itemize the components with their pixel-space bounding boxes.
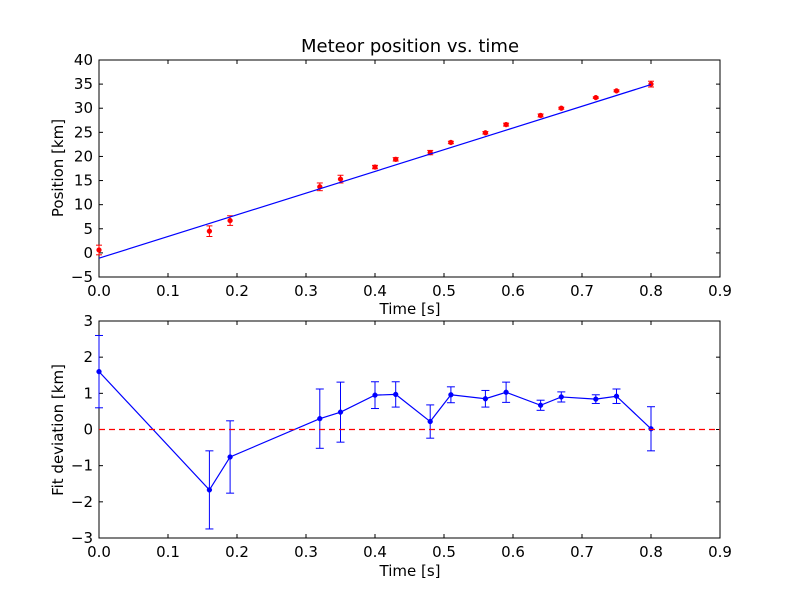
x-tick-label: 0.2 <box>225 543 249 561</box>
x-tick-label: 0.0 <box>87 282 111 300</box>
x-tick-label: 0.8 <box>639 543 663 561</box>
data-point <box>372 164 378 170</box>
data-point <box>648 81 654 87</box>
data-point <box>558 394 564 400</box>
x-tick-label: 0.9 <box>708 282 732 300</box>
data-point <box>206 228 213 234</box>
x-tick-label: 0.3 <box>294 543 318 561</box>
y-tick-label: −3 <box>71 529 93 547</box>
y-tick-label: 35 <box>74 75 93 93</box>
data-point <box>613 393 620 399</box>
x-tick-label: 0.6 <box>501 282 525 300</box>
axis-ticks: 0.0 0.1 0.2 0.3 0.4 0.5 0.6 0.7 0.8 0.9 −5 0 5 10 15 20… <box>71 51 732 300</box>
x-tick-label: 0.2 <box>225 282 249 300</box>
y-tick-label: 0 <box>83 244 93 262</box>
x-tick-label: 0.7 <box>570 543 594 561</box>
y-tick-label: −2 <box>71 493 93 511</box>
axis-ticks: 0.0 0.1 0.2 0.3 0.4 0.5 0.6 0.7 0.8 0.9 −3 −2 −1 0 1 2 3 <box>71 312 732 561</box>
data-point <box>227 217 233 224</box>
x-tick-label: 0.5 <box>432 543 456 561</box>
y-tick-label: 10 <box>74 196 93 214</box>
x-tick-label: 0.5 <box>432 282 456 300</box>
data-point <box>503 389 509 395</box>
y-tick-label: −5 <box>71 268 93 286</box>
x-tick-label: 0.4 <box>363 543 387 561</box>
y-tick-label: 20 <box>74 147 93 165</box>
x-axis-label: Time [s] <box>379 562 441 580</box>
data-point <box>503 121 509 128</box>
y-tick-label: 25 <box>74 123 93 141</box>
data-point <box>537 112 544 119</box>
data-point <box>337 176 344 182</box>
data-point <box>482 130 489 136</box>
x-tick-label: 0.7 <box>570 282 594 300</box>
data-point <box>648 426 654 432</box>
y-tick-label: 0 <box>83 421 93 439</box>
y-tick-label: 40 <box>74 51 93 69</box>
y-tick-label: −1 <box>71 457 93 475</box>
data-layer <box>96 80 654 259</box>
y-tick-label: 15 <box>74 172 93 190</box>
plot-area-frame <box>98 59 721 278</box>
y-tick-label: 5 <box>83 220 93 238</box>
data-point <box>448 139 454 146</box>
x-tick-label: 0.8 <box>639 282 663 300</box>
data-point <box>537 402 544 408</box>
data-point <box>393 156 399 162</box>
data-point <box>593 396 599 402</box>
y-tick-label: 2 <box>83 348 93 366</box>
x-tick-label: 0.1 <box>156 543 180 561</box>
data-layer <box>95 334 720 530</box>
data-point <box>482 396 489 402</box>
data-point <box>96 368 102 375</box>
x-tick-label: 0.9 <box>708 543 732 561</box>
deviation-subplot: 0.0 0.1 0.2 0.3 0.4 0.5 0.6 0.7 0.8 0.9 −3 −2 −1 0 1 2 3… <box>49 312 732 580</box>
data-point <box>317 416 323 422</box>
data-point <box>337 409 344 415</box>
data-point <box>448 392 454 398</box>
deviation-series-line <box>98 371 652 491</box>
chart-title: Meteor position vs. time <box>301 36 519 57</box>
x-tick-label: 0.1 <box>156 282 180 300</box>
data-point <box>206 487 213 493</box>
y-tick-label: 3 <box>83 312 93 330</box>
data-point <box>558 105 564 111</box>
y-tick-label: 30 <box>74 99 93 117</box>
data-point <box>613 88 620 94</box>
x-tick-label: 0.3 <box>294 282 318 300</box>
data-point <box>96 247 102 253</box>
x-tick-label: 0.6 <box>501 543 525 561</box>
data-point <box>393 391 399 398</box>
x-axis-label: Time [s] <box>379 300 441 318</box>
data-point <box>372 392 378 398</box>
data-point <box>593 94 599 101</box>
y-axis-label: Position [km] <box>49 119 67 217</box>
y-tick-label: 1 <box>83 384 93 402</box>
y-axis-label: Fit deviation [km] <box>49 364 67 496</box>
linear-fit-line <box>98 84 652 259</box>
x-tick-label: 0.0 <box>87 543 111 561</box>
data-point <box>227 454 233 460</box>
x-tick-label: 0.4 <box>363 282 387 300</box>
data-point <box>427 418 433 425</box>
position-subplot: Meteor position vs. time 0.0 0.1 0.2 0.3 0.4… <box>49 36 732 318</box>
